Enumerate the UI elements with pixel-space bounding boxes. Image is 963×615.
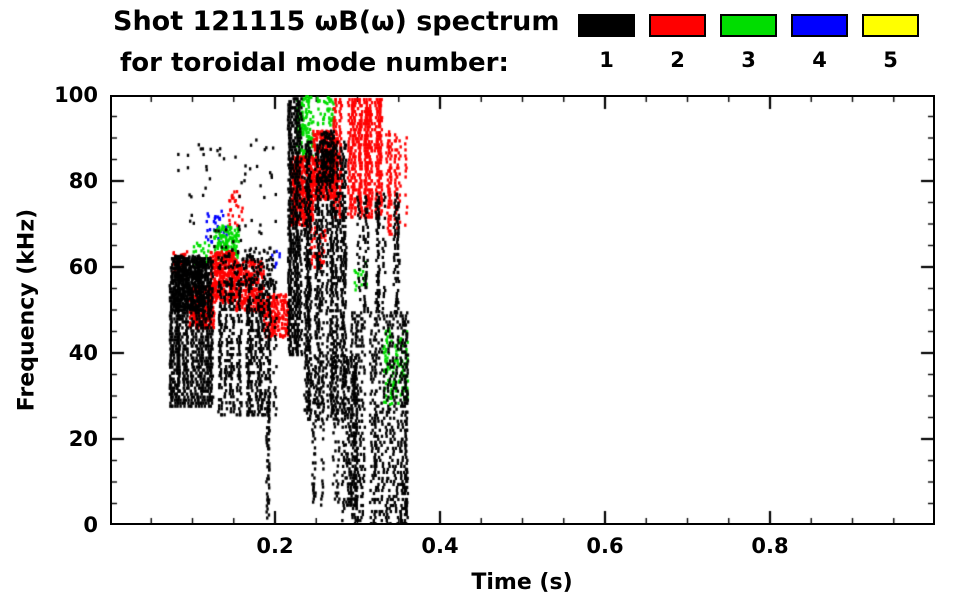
x-tick-label: 0.6	[586, 534, 624, 558]
x-tick-label: 0.4	[421, 534, 459, 558]
x-tick-label: 0.2	[256, 534, 294, 558]
chart-title: Shot 121115 ωB(ω) spectrum	[113, 6, 560, 37]
legend-label-mode-3: 3	[741, 48, 756, 72]
legend-caption: for toroidal mode number:	[120, 48, 509, 78]
legend-label-mode-5: 5	[883, 48, 898, 72]
legend-swatch-mode-5	[862, 14, 919, 37]
legend-label-mode-2: 2	[670, 48, 685, 72]
legend-swatch-mode-2	[649, 14, 706, 37]
legend-swatch-mode-1	[578, 14, 635, 37]
legend-label-mode-1: 1	[599, 48, 614, 72]
y-tick-label: 60	[68, 255, 98, 279]
x-tick-label: 0.8	[751, 534, 789, 558]
y-tick-label: 80	[68, 169, 98, 193]
y-tick-label: 100	[54, 83, 98, 107]
y-tick-label: 0	[83, 513, 98, 537]
legend-swatch-mode-4	[791, 14, 848, 37]
legend-label-mode-4: 4	[812, 48, 827, 72]
y-tick-label: 20	[68, 427, 98, 451]
x-axis-label: Time (s)	[471, 570, 573, 595]
y-axis-label: Frequency (kHz)	[14, 208, 40, 412]
y-tick-label: 40	[68, 341, 98, 365]
legend-swatch-mode-3	[720, 14, 777, 37]
legend: 1 2 3 4 5	[578, 14, 923, 76]
spectrogram-canvas	[110, 95, 935, 525]
